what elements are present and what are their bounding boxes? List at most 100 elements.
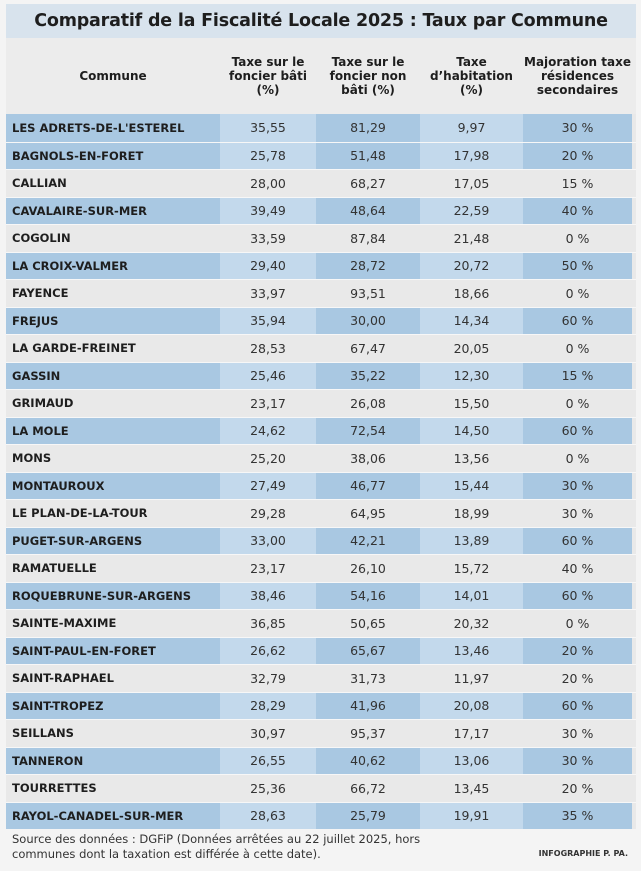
cell-habitation: 13,45	[453, 780, 490, 796]
cell-foncier-bati: 35,55	[220, 114, 316, 142]
cell-habitation: 14,01	[420, 582, 523, 609]
cell-foncier-non-bati: 40,62	[316, 747, 420, 774]
cell-commune: CAVALAIRE-SUR-MER	[6, 197, 220, 224]
table-body: LES ADRETS-DE-L'ESTEREL 35,55 81,29 9,97 30 …	[6, 114, 636, 829]
table-row: PUGET-SUR-ARGENS 33,00 42,21 13,89 60 %	[6, 526, 636, 554]
table-row: SAINT-TROPEZ 28,29 41,96 20,08 60 %	[6, 691, 636, 719]
cell-foncier-non-bati: 50,65	[350, 615, 386, 631]
cell-majoration: 0 %	[565, 340, 590, 356]
cell-habitation: 11,97	[453, 670, 490, 686]
cell-habitation: 20,08	[420, 692, 523, 719]
cell-majoration: 0 %	[565, 450, 590, 466]
table-row: LA CROIX-VALMER 29,40 28,72 20,72 50 %	[6, 251, 636, 279]
cell-foncier-bati: 33,59	[250, 230, 286, 246]
header-commune: Commune	[79, 69, 147, 83]
cell-majoration: 60 %	[523, 307, 632, 334]
cell-habitation: 13,89	[420, 527, 523, 554]
cell-foncier-bati: 28,63	[220, 802, 316, 829]
cell-majoration: 30 %	[561, 505, 594, 521]
cell-foncier-bati: 25,78	[220, 142, 316, 169]
cell-foncier-non-bati: 35,22	[316, 362, 420, 389]
cell-commune: TANNERON	[6, 747, 220, 774]
cell-foncier-bati: 36,85	[250, 615, 286, 631]
table-row: ROQUEBRUNE-SUR-ARGENS 38,46 54,16 14,01 60 %	[6, 581, 636, 609]
cell-foncier-bati: 25,46	[220, 362, 316, 389]
cell-habitation: 14,50	[420, 417, 523, 444]
cell-majoration: 30 %	[561, 725, 594, 741]
cell-foncier-non-bati: 46,77	[316, 472, 420, 499]
cell-foncier-non-bati: 38,06	[350, 450, 386, 466]
table-row: LE PLAN-DE-LA-TOUR 29,28 64,95 18,99 30 %	[6, 499, 636, 527]
cell-foncier-bati: 38,46	[220, 582, 316, 609]
table-row: MONS 25,20 38,06 13,56 0 %	[6, 444, 636, 472]
cell-majoration: 15 %	[523, 362, 632, 389]
cell-foncier-bati: 27,49	[220, 472, 316, 499]
cell-foncier-non-bati: 41,96	[316, 692, 420, 719]
cell-habitation: 19,91	[420, 802, 523, 829]
header-majoration: Majoration taxe résidences secondaires	[524, 55, 631, 97]
cell-majoration: 15 %	[561, 175, 594, 191]
cell-habitation: 17,98	[420, 142, 523, 169]
header-foncier-non-bati: Taxe sur le foncier non bâti (%)	[329, 55, 407, 97]
cell-foncier-non-bati: 81,29	[316, 114, 420, 142]
cell-foncier-bati: 24,62	[220, 417, 316, 444]
cell-commune: SEILLANS	[12, 726, 74, 741]
table-row: SAINT-PAUL-EN-FORET 26,62 65,67 13,46 20 %	[6, 636, 636, 664]
table-row: LA GARDE-FREINET 28,53 67,47 20,05 0 %	[6, 334, 636, 362]
cell-foncier-non-bati: 93,51	[350, 285, 386, 301]
cell-foncier-bati: 29,40	[220, 252, 316, 279]
cell-commune: SAINT-RAPHAEL	[12, 671, 114, 686]
cell-commune: SAINT-TROPEZ	[6, 692, 220, 719]
cell-majoration: 20 %	[523, 637, 632, 664]
cell-foncier-non-bati: 51,48	[316, 142, 420, 169]
cell-foncier-non-bati: 28,72	[316, 252, 420, 279]
cell-majoration: 40 %	[523, 197, 632, 224]
cell-majoration: 60 %	[523, 527, 632, 554]
cell-habitation: 13,56	[453, 450, 490, 466]
cell-foncier-bati: 33,97	[250, 285, 286, 301]
cell-foncier-bati: 25,36	[250, 780, 286, 796]
header-foncier-bati: Taxe sur le foncier bâti (%)	[228, 55, 307, 97]
table-row: SAINTE-MAXIME 36,85 50,65 20,32 0 %	[6, 609, 636, 637]
cell-foncier-non-bati: 67,47	[350, 340, 386, 356]
cell-commune: LES ADRETS-DE-L'ESTEREL	[6, 114, 220, 142]
cell-foncier-bati: 26,62	[220, 637, 316, 664]
cell-foncier-non-bati: 65,67	[316, 637, 420, 664]
cell-habitation: 17,17	[453, 725, 490, 741]
cell-foncier-non-bati: 48,64	[316, 197, 420, 224]
cell-commune: LA CROIX-VALMER	[6, 252, 220, 279]
cell-majoration: 35 %	[523, 802, 632, 829]
cell-habitation: 18,99	[453, 505, 490, 521]
table-row: BAGNOLS-EN-FORET 25,78 51,48 17,98 20 %	[6, 141, 636, 169]
cell-commune: SAINT-PAUL-EN-FORET	[6, 637, 220, 664]
cell-commune: LA GARDE-FREINET	[12, 341, 136, 356]
cell-commune: SAINTE-MAXIME	[12, 616, 117, 631]
cell-majoration: 60 %	[523, 692, 632, 719]
table-row: GASSIN 25,46 35,22 12,30 15 %	[6, 361, 636, 389]
cell-foncier-non-bati: 31,73	[350, 670, 386, 686]
cell-foncier-bati: 25,20	[250, 450, 286, 466]
table-row: SEILLANS 30,97 95,37 17,17 30 %	[6, 719, 636, 747]
tax-comparison-infographic: Comparatif de la Fiscalité Locale 2025 :…	[6, 4, 636, 869]
cell-majoration: 20 %	[561, 780, 594, 796]
table-row: LES ADRETS-DE-L'ESTEREL 35,55 81,29 9,97 30 …	[6, 114, 636, 142]
cell-habitation: 15,44	[420, 472, 523, 499]
cell-foncier-bati: 23,17	[250, 560, 286, 576]
cell-habitation: 15,72	[453, 560, 490, 576]
credit: INFOGRAPHIE P. PA.	[538, 849, 628, 858]
cell-majoration: 20 %	[561, 670, 594, 686]
cell-majoration: 30 %	[523, 114, 632, 142]
cell-foncier-bati: 32,79	[250, 670, 286, 686]
cell-foncier-bati: 30,97	[250, 725, 286, 741]
cell-foncier-non-bati: 25,79	[316, 802, 420, 829]
cell-foncier-bati: 28,53	[250, 340, 286, 356]
cell-commune: RAMATUELLE	[12, 561, 97, 576]
cell-foncier-non-bati: 64,95	[350, 505, 386, 521]
table-row: SAINT-RAPHAEL 32,79 31,73 11,97 20 %	[6, 664, 636, 692]
table-row: RAYOL-CANADEL-SUR-MER 28,63 25,79 19,91 35 %	[6, 801, 636, 829]
cell-commune: GASSIN	[6, 362, 220, 389]
cell-habitation: 13,06	[420, 747, 523, 774]
cell-foncier-non-bati: 42,21	[316, 527, 420, 554]
table-row: CALLIAN 28,00 68,27 17,05 15 %	[6, 169, 636, 197]
cell-habitation: 21,48	[453, 230, 490, 246]
